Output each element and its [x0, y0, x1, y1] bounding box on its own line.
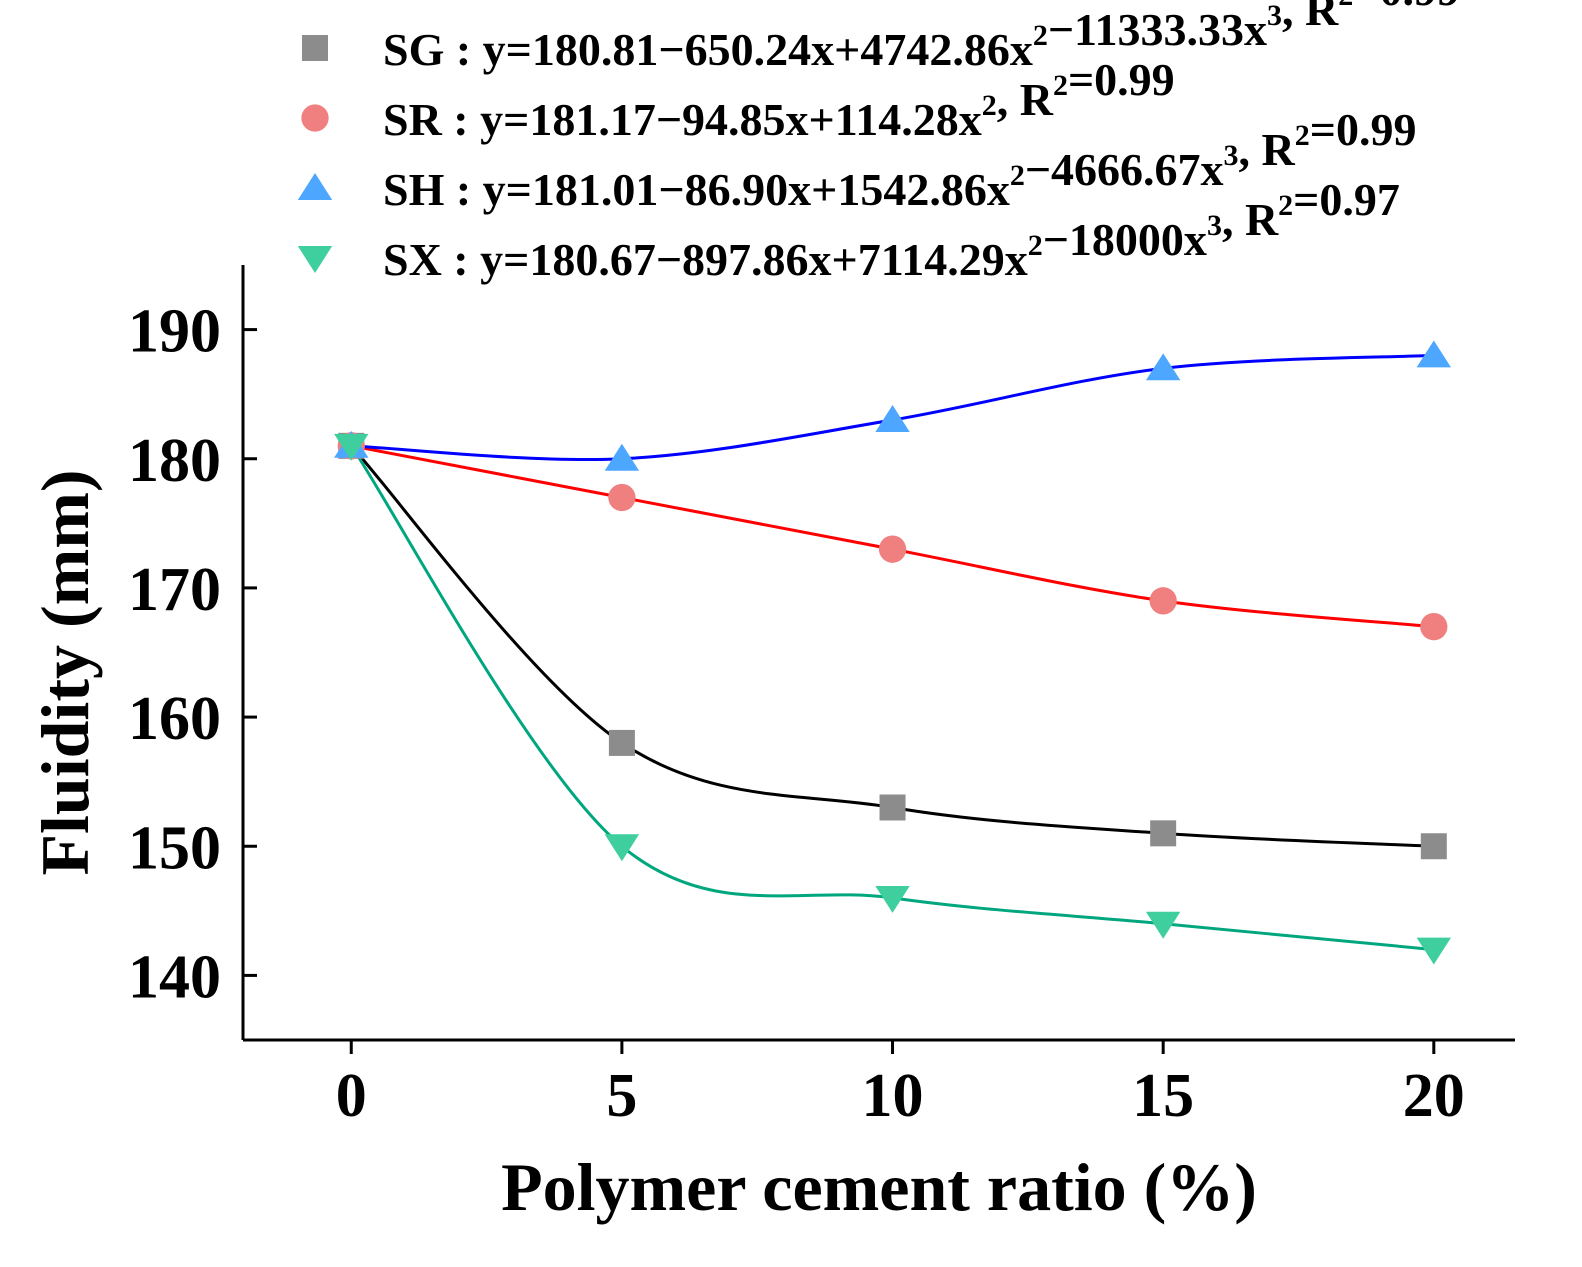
- y-axis-title: Fluidity (mm): [27, 469, 103, 875]
- y-tick-label: 150: [128, 814, 221, 882]
- y-tick-label: 140: [128, 943, 221, 1011]
- data-markers: [334, 340, 1452, 965]
- x-tick-label: 5: [606, 1062, 637, 1130]
- legend-marker-sx: [297, 246, 333, 273]
- y-tick-label: 190: [128, 298, 221, 366]
- data-point-sr: [1149, 587, 1177, 615]
- data-point-sh: [1416, 340, 1452, 368]
- x-tick-label: 20: [1403, 1062, 1465, 1130]
- y-axis-ticks: 140 150 160 170 180 190: [128, 298, 257, 1011]
- legend-label-sh: SH : y=181.01−86.90x+1542.86x2−4666.67x3…: [383, 104, 1417, 215]
- fit-curves: [350, 353, 1434, 952]
- data-point-sr: [608, 483, 636, 512]
- x-tick-label: 15: [1132, 1062, 1194, 1130]
- data-point-sg: [879, 794, 906, 821]
- legend: SG : y=180.81−650.24x+4742.86x2−11333.33…: [297, 0, 1460, 285]
- data-point-sx: [1145, 911, 1181, 939]
- data-point-sx: [604, 834, 640, 862]
- data-point-sg: [608, 729, 635, 756]
- x-axis-ticks: 0 5 10 15 20: [336, 1040, 1465, 1130]
- data-point-sx: [875, 885, 910, 913]
- data-point-sr: [1420, 613, 1448, 641]
- y-tick-label: 180: [128, 427, 221, 495]
- y-tick-label: 170: [128, 556, 221, 624]
- legend-label-sx: SX : y=180.67−897.86x+7114.29x2−18000x3,…: [383, 174, 1400, 285]
- data-point-sx: [334, 433, 369, 461]
- fit-curve-sx: [350, 444, 1434, 952]
- chart-axes: [241, 265, 1515, 1042]
- legend-marker-sr: [301, 104, 329, 132]
- data-point-sh: [875, 405, 910, 432]
- fit-curve-sg: [350, 444, 1434, 848]
- x-axis-title: Polymer cement ratio (%): [501, 1149, 1257, 1225]
- data-point-sg: [1150, 820, 1177, 847]
- legend-marker-sh: [297, 173, 333, 200]
- legend-label-sg: SG : y=180.81−650.24x+4742.86x2−11333.33…: [383, 0, 1460, 75]
- data-point-sg: [1420, 833, 1447, 860]
- x-tick-label: 0: [336, 1062, 367, 1130]
- data-point-sr: [878, 535, 907, 563]
- x-tick-label: 10: [862, 1062, 924, 1130]
- legend-label-sr: SR : y=181.17−94.85x+114.28x2, R2=0.99: [383, 54, 1175, 145]
- data-point-sh: [1145, 353, 1181, 381]
- legend-marker-sg: [302, 35, 328, 61]
- y-tick-label: 160: [128, 685, 221, 753]
- data-point-sx: [1416, 937, 1452, 965]
- data-point-sh: [604, 443, 640, 471]
